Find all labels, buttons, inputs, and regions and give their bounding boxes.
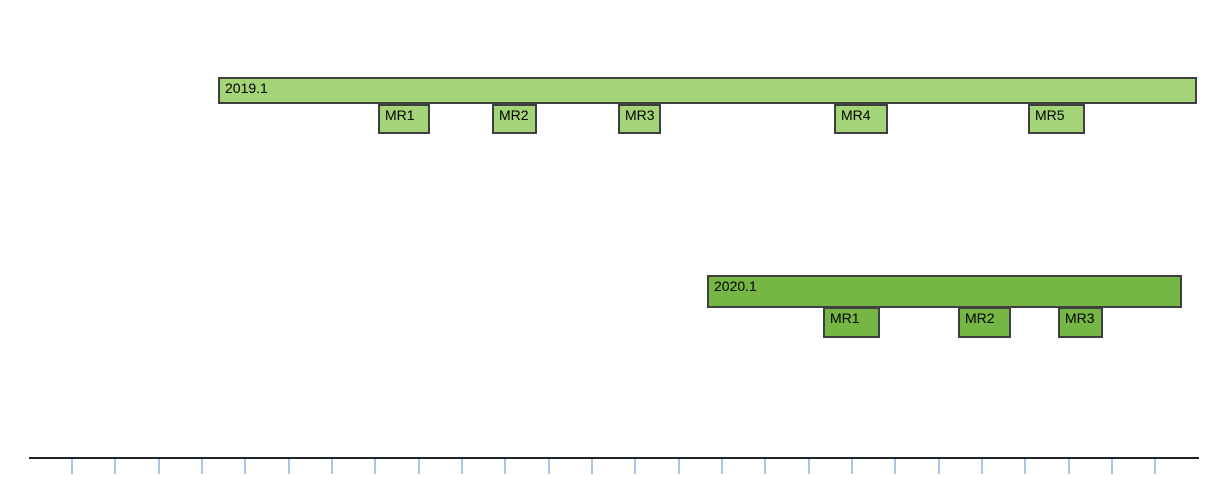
milestone-label: MR2	[499, 107, 529, 123]
axis-tick-mark	[1110, 459, 1113, 474]
release-bar: 2019.1	[218, 77, 1197, 104]
axis-tick-mark	[330, 459, 333, 474]
axis-tick-mark	[807, 459, 810, 474]
milestone-label: MR3	[1065, 310, 1095, 326]
axis-tick-mark	[200, 459, 203, 474]
axis-tick-mark	[590, 459, 593, 474]
axis-tick-mark	[1024, 459, 1027, 474]
milestone-box: MR1	[378, 104, 430, 134]
milestone-box: MR5	[1028, 104, 1085, 134]
axis-tick-mark	[850, 459, 853, 474]
axis-tick-mark	[634, 459, 637, 474]
milestone-label: MR1	[385, 107, 415, 123]
axis-tick-mark	[504, 459, 507, 474]
axis-tick-mark	[1067, 459, 1070, 474]
milestone-box: MR2	[958, 307, 1011, 338]
release-label: 2019.1	[225, 80, 268, 96]
milestone-label: MR4	[841, 107, 871, 123]
milestone-label: MR3	[625, 107, 655, 123]
milestone-label: MR1	[830, 310, 860, 326]
milestone-box: MR3	[618, 104, 661, 134]
axis-tick-mark	[547, 459, 550, 474]
release-bar: 2020.1	[707, 275, 1182, 308]
milestone-label: MR5	[1035, 107, 1065, 123]
axis-line	[29, 457, 1199, 459]
axis-tick-mark	[417, 459, 420, 474]
axis-tick-mark	[374, 459, 377, 474]
axis-tick-mark	[980, 459, 983, 474]
milestone-label: MR2	[965, 310, 995, 326]
release-label: 2020.1	[714, 278, 757, 294]
axis-tick-mark	[244, 459, 247, 474]
axis-tick-mark	[71, 459, 73, 474]
axis-tick-mark	[114, 459, 117, 474]
axis-tick-mark	[460, 459, 463, 474]
axis-tick-mark	[937, 459, 940, 474]
axis-tick-mark	[287, 459, 290, 474]
milestone-box: MR3	[1058, 307, 1103, 338]
axis-tick-mark	[1154, 459, 1157, 474]
axis-tick-mark	[894, 459, 897, 474]
milestone-box: MR4	[834, 104, 888, 134]
milestone-box: MR1	[823, 307, 880, 338]
axis-tick-mark	[157, 459, 160, 474]
milestone-box: MR2	[492, 104, 537, 134]
axis-tick-mark	[764, 459, 767, 474]
axis-tick-mark	[677, 459, 680, 474]
axis-tick-mark	[720, 459, 723, 474]
